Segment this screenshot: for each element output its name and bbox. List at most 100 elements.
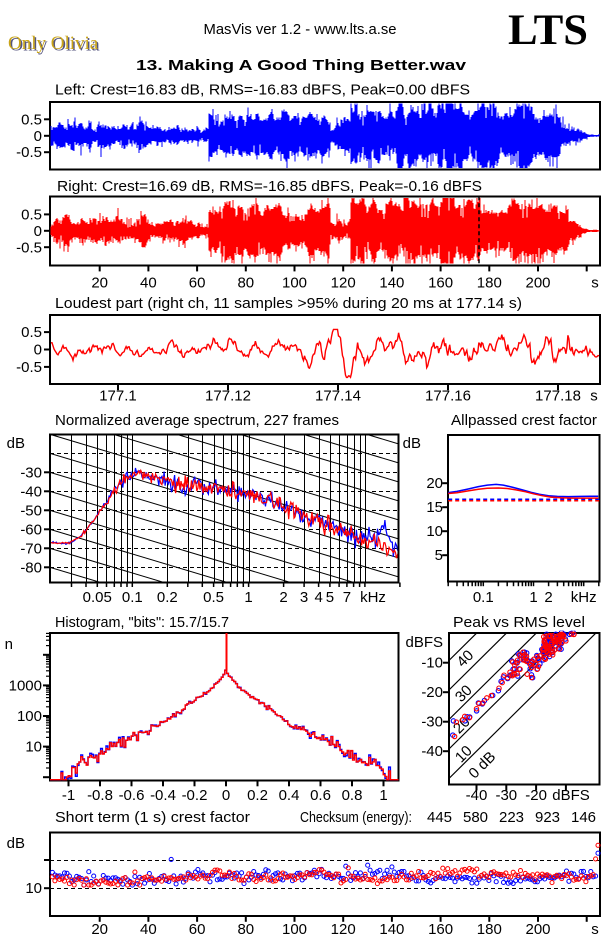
- svg-text:-0.6: -0.6: [119, 787, 145, 804]
- svg-text:0: 0: [34, 128, 42, 145]
- svg-text:-1: -1: [62, 787, 75, 804]
- svg-text:10: 10: [426, 523, 443, 540]
- svg-text:0.6: 0.6: [310, 787, 331, 804]
- svg-text:-30: -30: [421, 714, 443, 731]
- svg-text:Only Olivia: Only Olivia: [10, 35, 101, 56]
- svg-text:dBFS: dBFS: [552, 787, 590, 804]
- svg-text:-0.8: -0.8: [87, 787, 113, 804]
- svg-text:dB: dB: [7, 835, 25, 852]
- svg-text:177.16: 177.16: [425, 388, 471, 405]
- svg-text:180: 180: [477, 921, 502, 938]
- svg-text:0.1: 0.1: [473, 589, 494, 606]
- svg-text:160: 160: [428, 275, 453, 292]
- svg-text:0.05: 0.05: [83, 589, 112, 606]
- svg-text:0: 0: [34, 223, 42, 240]
- svg-text:1: 1: [379, 787, 387, 804]
- svg-text:-20: -20: [525, 787, 547, 804]
- svg-text:0.5: 0.5: [21, 206, 42, 223]
- svg-text:0.5: 0.5: [21, 324, 42, 341]
- svg-text:dB: dB: [403, 435, 421, 452]
- svg-text:4: 4: [314, 589, 322, 606]
- svg-text:100: 100: [17, 708, 42, 725]
- svg-text:7: 7: [343, 589, 351, 606]
- svg-text:-40: -40: [421, 743, 443, 760]
- svg-text:40: 40: [140, 921, 157, 938]
- svg-text:n: n: [5, 636, 13, 653]
- svg-text:-40: -40: [20, 483, 42, 500]
- svg-text:80: 80: [237, 275, 254, 292]
- svg-text:Right: Crest=16.69 dB, RMS=-16: Right: Crest=16.69 dB, RMS=-16.85 dBFS, …: [57, 178, 482, 195]
- svg-text:20: 20: [91, 275, 108, 292]
- svg-text:10: 10: [25, 880, 42, 897]
- svg-text:Normalized average spectrum, 2: Normalized average spectrum, 227 frames: [55, 412, 339, 429]
- svg-text:Left: Crest=16.83 dB, RMS=-16.: Left: Crest=16.83 dB, RMS=-16.83 dBFS, P…: [55, 82, 470, 99]
- svg-text:0.2: 0.2: [247, 787, 268, 804]
- svg-text:-0.2: -0.2: [182, 787, 208, 804]
- svg-text:Checksum (energy):: Checksum (energy):: [300, 809, 412, 826]
- svg-text:-0.5: -0.5: [16, 359, 42, 376]
- svg-text:445: 445: [427, 809, 452, 826]
- svg-text:177.12: 177.12: [205, 388, 251, 405]
- svg-text:3: 3: [300, 589, 308, 606]
- svg-text:140: 140: [379, 921, 404, 938]
- svg-text:1: 1: [244, 589, 252, 606]
- svg-text:-0.5: -0.5: [16, 239, 42, 256]
- svg-text:2: 2: [279, 589, 287, 606]
- svg-text:-20: -20: [421, 684, 443, 701]
- svg-text:40: 40: [140, 275, 157, 292]
- svg-text:0: 0: [34, 342, 42, 359]
- svg-text:200: 200: [525, 921, 550, 938]
- svg-text:20: 20: [426, 475, 443, 492]
- svg-text:177.1: 177.1: [99, 388, 137, 405]
- svg-text:580: 580: [463, 809, 488, 826]
- svg-text:-80: -80: [20, 559, 42, 576]
- svg-text:200: 200: [525, 275, 550, 292]
- svg-text:140: 140: [379, 275, 404, 292]
- svg-text:100: 100: [282, 921, 307, 938]
- svg-text:13. Making A Good Thing Better: 13. Making A Good Thing Better.wav: [136, 57, 467, 74]
- svg-text:160: 160: [428, 921, 453, 938]
- svg-text:Histogram, "bits": 15.7/15.7: Histogram, "bits": 15.7/15.7: [55, 614, 229, 631]
- svg-text:-30: -30: [495, 787, 517, 804]
- svg-text:120: 120: [331, 275, 356, 292]
- svg-text:146: 146: [571, 809, 596, 826]
- svg-text:0.1: 0.1: [122, 589, 143, 606]
- svg-text:LTS: LTS: [508, 7, 588, 54]
- svg-text:0.2: 0.2: [157, 589, 178, 606]
- svg-text:MasVis ver 1.2 - www.lts.a.se: MasVis ver 1.2 - www.lts.a.se: [204, 21, 397, 38]
- svg-text:223: 223: [499, 809, 524, 826]
- svg-text:-0.5: -0.5: [16, 144, 42, 161]
- svg-text:15: 15: [426, 499, 443, 516]
- svg-text:80: 80: [237, 921, 254, 938]
- svg-text:Loudest part (right ch, 11 sam: Loudest part (right ch, 11 samples >95% …: [55, 295, 522, 312]
- svg-text:-0.4: -0.4: [150, 787, 176, 804]
- svg-text:kHz: kHz: [360, 589, 386, 606]
- svg-text:1000: 1000: [9, 677, 42, 694]
- svg-text:Allpassed crest factor: Allpassed crest factor: [451, 412, 597, 429]
- svg-text:s: s: [590, 388, 598, 405]
- svg-text:100: 100: [282, 275, 307, 292]
- svg-text:0.5: 0.5: [203, 589, 224, 606]
- svg-text:kHz: kHz: [571, 589, 597, 606]
- svg-text:Peak vs RMS level: Peak vs RMS level: [453, 614, 585, 631]
- svg-text:923: 923: [535, 809, 560, 826]
- svg-text:-60: -60: [20, 521, 42, 538]
- svg-text:5: 5: [435, 547, 443, 564]
- svg-text:1: 1: [529, 589, 537, 606]
- svg-text:180: 180: [477, 275, 502, 292]
- svg-text:60: 60: [189, 921, 206, 938]
- svg-text:-30: -30: [20, 464, 42, 481]
- svg-text:-40: -40: [466, 787, 488, 804]
- svg-text:s: s: [591, 275, 599, 292]
- svg-text:s: s: [591, 921, 599, 938]
- svg-text:2: 2: [544, 589, 552, 606]
- svg-text:120: 120: [331, 921, 356, 938]
- svg-text:Short term (1 s) crest factor: Short term (1 s) crest factor: [55, 809, 250, 826]
- svg-text:-70: -70: [20, 540, 42, 557]
- svg-text:dB: dB: [7, 435, 25, 452]
- svg-text:0.8: 0.8: [342, 787, 363, 804]
- svg-text:20: 20: [91, 921, 108, 938]
- svg-text:60: 60: [189, 275, 206, 292]
- svg-text:-50: -50: [20, 502, 42, 519]
- svg-text:0.4: 0.4: [279, 787, 300, 804]
